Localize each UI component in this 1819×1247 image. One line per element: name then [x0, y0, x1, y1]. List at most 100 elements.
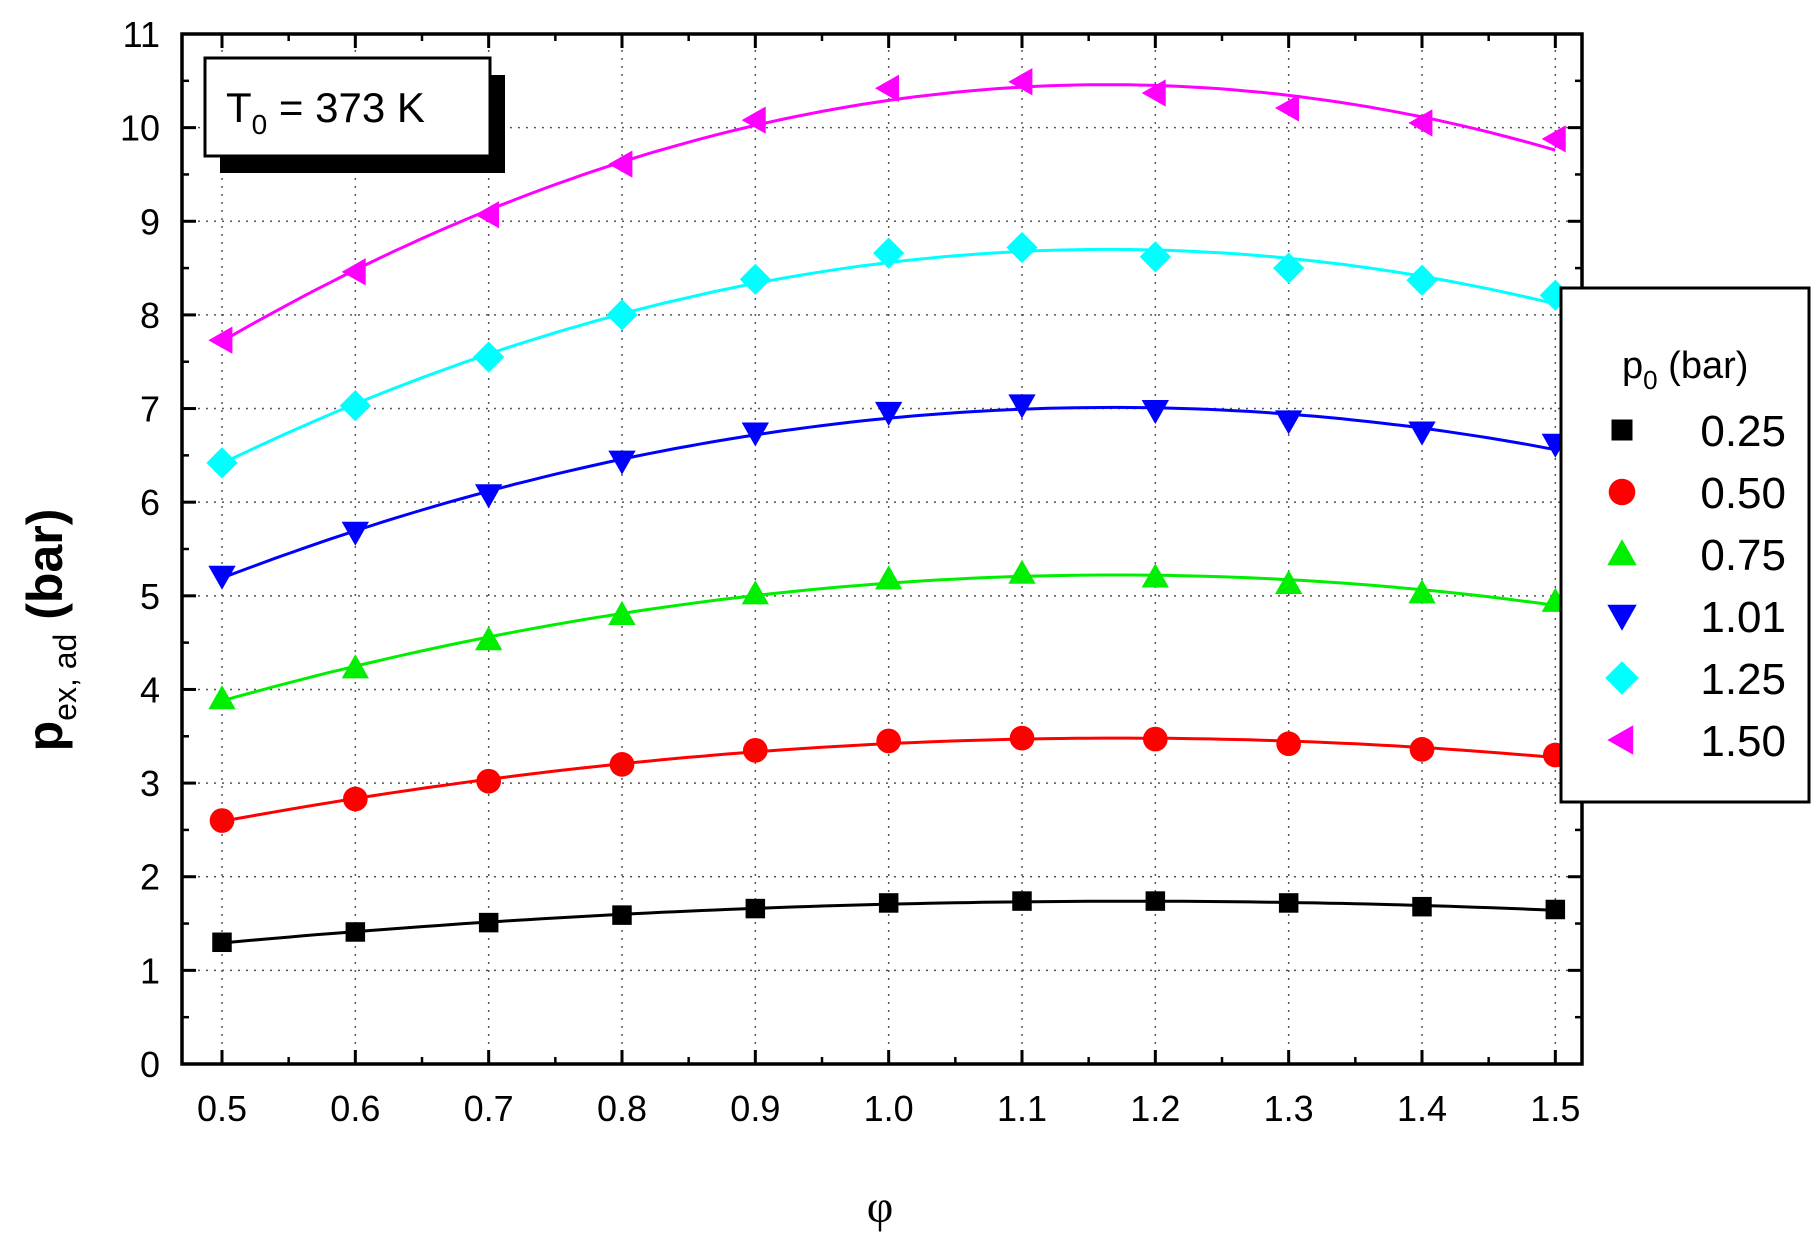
data-point — [1141, 563, 1169, 588]
data-point — [875, 74, 900, 102]
data-point — [1273, 252, 1305, 284]
data-point — [1275, 410, 1303, 435]
fit-curve-1.25 — [221, 247, 1556, 465]
data-point — [742, 737, 768, 763]
y-tick-label: 10 — [120, 108, 160, 149]
legend-label: 0.75 — [1700, 531, 1786, 580]
data-point — [208, 326, 233, 354]
data-point — [741, 580, 769, 605]
data-point — [1008, 559, 1036, 584]
data-point — [1276, 731, 1302, 757]
legend-label: 1.01 — [1700, 593, 1786, 642]
data-point — [1408, 421, 1436, 446]
legend-marker — [1611, 419, 1633, 441]
data-point — [609, 752, 635, 777]
data-point — [741, 106, 766, 134]
fit-curve-1.50 — [221, 83, 1556, 343]
y-tick-label: 11 — [123, 14, 160, 55]
x-axis-label: φ — [867, 1181, 894, 1232]
fit-curves — [221, 83, 1556, 945]
data-point — [608, 450, 636, 475]
data-point — [208, 565, 236, 590]
legend-title: p0 (bar) — [1622, 345, 1748, 395]
legend: p0 (bar) 0.25 0.50 0.75 1.01 1.25 1.50 — [1559, 286, 1811, 804]
legend-label: 0.25 — [1700, 407, 1786, 456]
legend-marker — [1607, 725, 1634, 755]
y-tick-label: 5 — [140, 576, 160, 617]
data-point — [875, 565, 903, 590]
x-tick-label: 1.0 — [864, 1088, 914, 1129]
data-point — [342, 786, 368, 812]
legend-marker — [1607, 604, 1637, 631]
annotation-box: T0 = 373 K — [203, 56, 505, 173]
x-tick-label: 0.8 — [597, 1088, 647, 1129]
data-point — [212, 932, 232, 953]
data-point — [875, 401, 903, 426]
axes: 0.5 0.6 0.7 0.8 0.9 1.0 1.1 1.2 1.3 1.4 1.5 0 1 2 3 4 5 6… — [120, 14, 1584, 1129]
fit-curve-1.01 — [221, 405, 1556, 580]
data-point — [473, 341, 505, 373]
y-tick-label: 7 — [140, 389, 160, 430]
x-tick-label: 0.6 — [330, 1088, 380, 1129]
data-point — [1145, 891, 1166, 911]
data-point — [478, 912, 499, 933]
legend-label: 0.50 — [1700, 469, 1786, 518]
data-point — [1541, 125, 1566, 153]
data-point — [1408, 109, 1433, 137]
data-point — [1545, 899, 1566, 920]
data-point — [1142, 726, 1168, 752]
x-tick-label: 1.2 — [1130, 1088, 1180, 1129]
x-tick-label: 1.4 — [1397, 1088, 1447, 1129]
annotation-text: T0 = 373 K — [226, 84, 425, 140]
legend-label: 1.50 — [1700, 717, 1786, 766]
y-axis-label: pex, ad (bar) — [17, 509, 83, 752]
x-tick-label: 1.5 — [1530, 1088, 1580, 1129]
data-point — [1141, 79, 1166, 107]
data-point — [745, 898, 766, 919]
data-point — [1409, 737, 1435, 762]
data-point — [873, 237, 905, 269]
data-point — [206, 447, 238, 479]
data-point — [878, 893, 899, 913]
data-point — [475, 484, 503, 509]
y-tick-label: 2 — [140, 857, 160, 898]
data-point — [1008, 394, 1036, 419]
y-tick-label: 8 — [140, 295, 160, 336]
data-point — [612, 905, 632, 925]
data-point — [1008, 68, 1033, 96]
data-point — [1139, 241, 1171, 273]
legend-marker — [1608, 478, 1636, 506]
x-tick-label: 1.1 — [997, 1088, 1047, 1129]
data-point — [741, 422, 769, 447]
data-point — [475, 201, 500, 229]
data-point — [608, 600, 636, 625]
data-point — [341, 258, 366, 286]
y-tick-label: 3 — [140, 763, 160, 804]
data-point — [208, 685, 236, 710]
data-point — [1408, 579, 1436, 604]
data-point — [1278, 893, 1299, 913]
data-point — [1406, 264, 1438, 296]
legend-marker — [1607, 539, 1637, 566]
data-point — [1275, 94, 1300, 122]
data-point — [1412, 896, 1432, 917]
x-tick-label: 1.3 — [1264, 1088, 1314, 1129]
x-tick-label: 0.5 — [197, 1088, 247, 1129]
y-tick-label: 9 — [140, 201, 160, 242]
data-point — [608, 150, 633, 178]
y-tick-label: 1 — [140, 950, 160, 991]
legend-label: 1.25 — [1700, 655, 1786, 704]
data-point — [876, 728, 902, 754]
data-point — [209, 808, 235, 833]
legend-marker — [1605, 661, 1639, 695]
data-point — [345, 922, 366, 942]
data-point — [339, 390, 371, 422]
data-point — [1141, 400, 1169, 425]
data-point — [341, 521, 369, 546]
data-point — [1275, 569, 1303, 595]
data-point — [1012, 891, 1032, 911]
data-point — [476, 768, 502, 794]
data-markers — [206, 68, 1571, 953]
x-tick-label: 0.9 — [730, 1088, 780, 1129]
